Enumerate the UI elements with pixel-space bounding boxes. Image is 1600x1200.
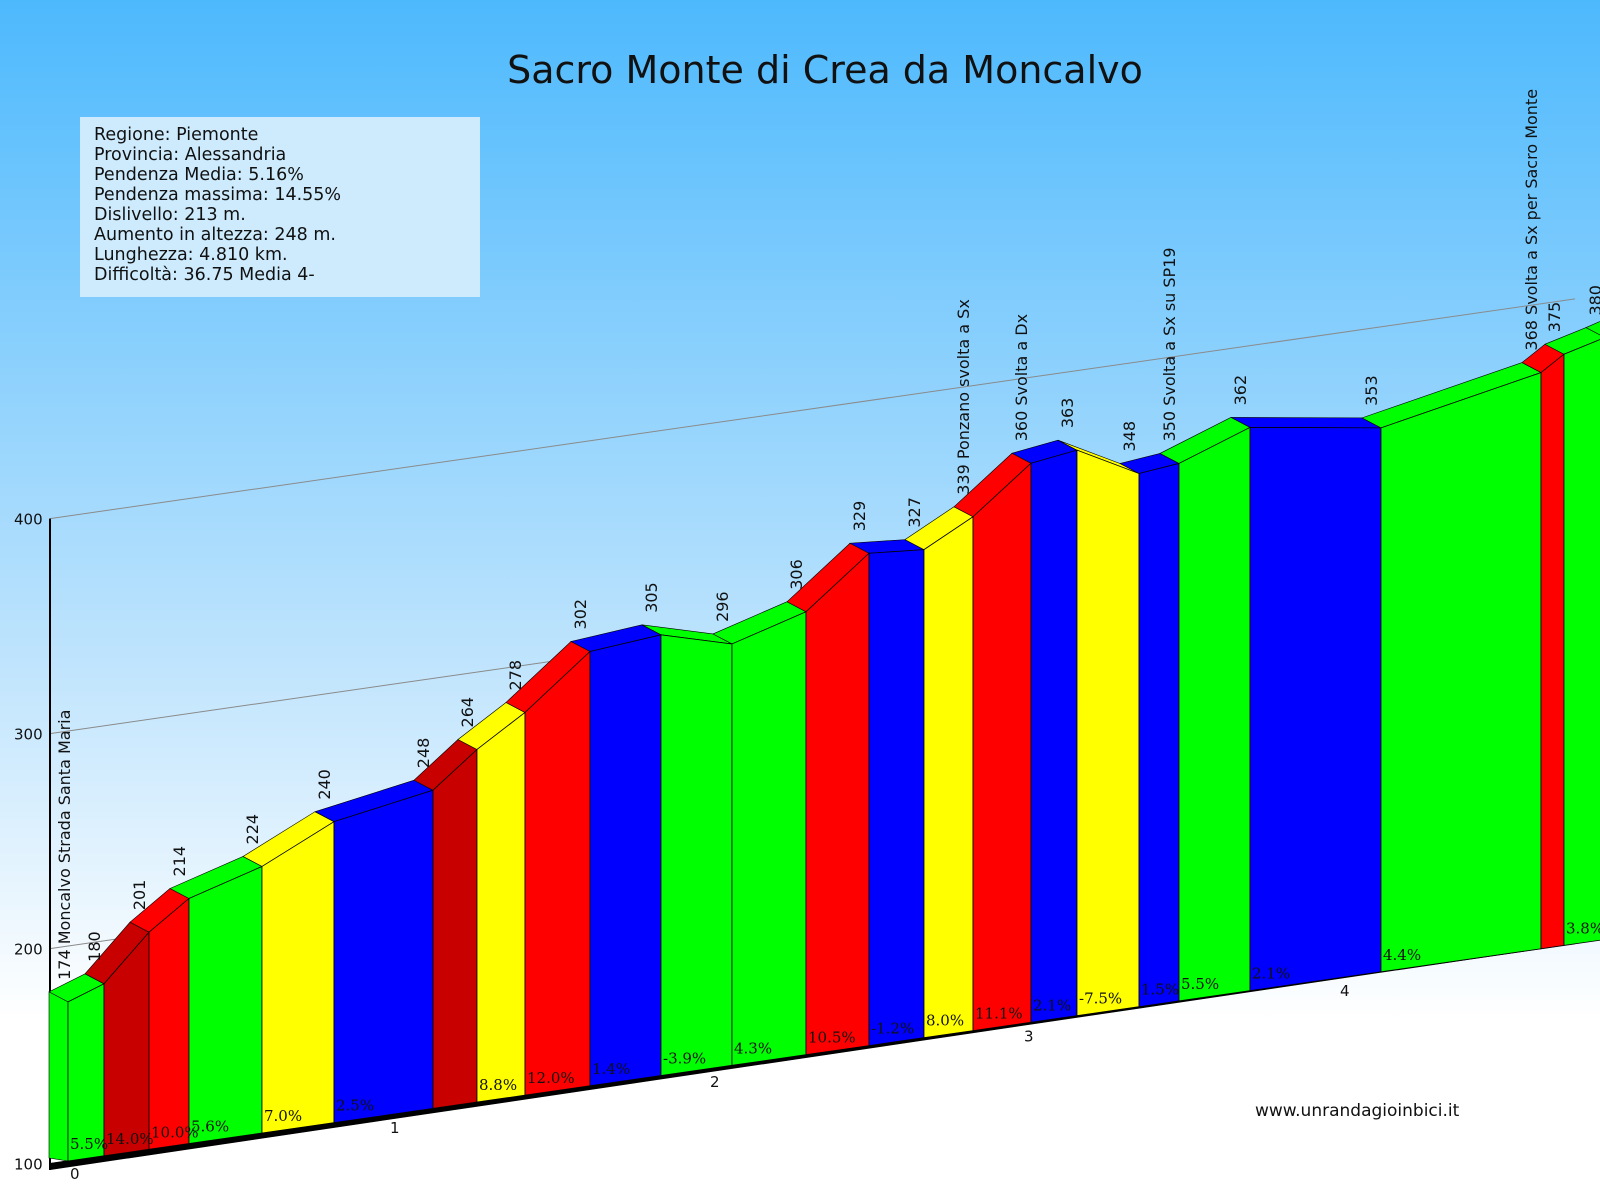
segment-grade-label: 5.5% [70, 1135, 108, 1153]
website-credit: www.unrandagioinbici.it [1255, 1101, 1460, 1121]
point-elevation-label: 305 [642, 582, 661, 613]
segment-front-face [923, 516, 974, 1039]
segment-grade-label: 10.0% [151, 1123, 199, 1141]
segment-grade-label: 2.1% [1033, 996, 1071, 1014]
point-elevation-label: 174 Moncalvo Strada Santa Maria [55, 710, 74, 980]
point-elevation-label: 339 Ponzano svolta a Sx [954, 299, 973, 495]
y-tick-label: 100 [14, 1156, 43, 1174]
point-elevation-label: 296 [713, 591, 732, 622]
segment-grade-label: 5.5% [1181, 975, 1219, 993]
segment-top-face [1230, 417, 1382, 429]
point-elevation-label: 264 [458, 697, 477, 728]
segment-grade-label: 12.0% [527, 1069, 575, 1087]
y-tick-label: 300 [14, 726, 43, 744]
point-elevation-label: 380 [1586, 285, 1600, 316]
segment-front-face [261, 820, 335, 1134]
point-elevation-label: 375 [1545, 302, 1564, 333]
point-elevation-label: 363 [1058, 398, 1077, 429]
segment-front-face [660, 634, 733, 1077]
point-elevation-label: 368 Svolta a Sx per Sacro Monte [1522, 89, 1541, 351]
segment-front-face [1178, 426, 1251, 1002]
point-elevation-label: 278 [506, 660, 525, 691]
segment-front-face [731, 611, 807, 1066]
info-avg-grade: Pendenza Media: 5.16% [94, 165, 304, 185]
segment-front-face [972, 462, 1032, 1032]
point-elevation-label: 248 [414, 738, 433, 769]
point-elevation-label: 362 [1231, 375, 1250, 406]
segment-grade-label: -1.2% [871, 1020, 914, 1038]
point-elevation-label: 306 [787, 559, 806, 590]
y-tick-label: 200 [14, 941, 43, 959]
segment-grade-label: 10.5% [808, 1029, 856, 1047]
segment-front-face [476, 711, 526, 1103]
segment-front-face [805, 552, 870, 1056]
segment-front-face [1030, 449, 1078, 1023]
point-elevation-label: 327 [905, 497, 924, 528]
segment-grade-label: 2.5% [336, 1097, 374, 1115]
segment-front-face [432, 748, 478, 1109]
segment-front-face [1076, 449, 1140, 1017]
point-elevation-label: 201 [130, 880, 149, 911]
segment-grade-label: 4.4% [1383, 946, 1421, 964]
segment-grade-label: 1.5% [1141, 981, 1179, 999]
segment-grade-label: 7.0% [264, 1107, 302, 1125]
segment-front-face [1249, 426, 1382, 992]
x-tick-label: 4 [1340, 982, 1350, 1000]
info-max-grade: Pendenza massima: 14.55% [94, 185, 342, 205]
segment-grade-label: 5.6% [191, 1118, 229, 1136]
point-elevation-label: 350 Svolta a Sx su SP19 [1160, 247, 1179, 441]
segment-front-face [1380, 372, 1542, 973]
info-difficulty: Difficoltà: 36.75 Media 4- [94, 265, 315, 285]
info-region: Regione: Piemonte [94, 125, 259, 145]
point-elevation-label: 329 [850, 501, 869, 532]
segment-grade-label: 11.1% [975, 1005, 1023, 1023]
segment-grade-label: 14.0% [106, 1130, 154, 1148]
info-elevation-difference: Dislivello: 213 m. [94, 205, 246, 225]
point-elevation-label: 240 [315, 769, 334, 800]
segment-grade-label: 8.0% [926, 1012, 964, 1030]
point-elevation-label: 180 [85, 931, 104, 962]
segment-front-face [333, 789, 434, 1124]
x-tick-label: 1 [390, 1119, 400, 1137]
segment-front-face [1138, 462, 1180, 1008]
point-elevation-label: 348 [1120, 421, 1139, 452]
segment-front-face [188, 865, 263, 1145]
point-elevation-label: 360 Svolta a Dx [1012, 314, 1031, 441]
segment-front-face [589, 634, 662, 1087]
gridline [49, 298, 1576, 520]
segment-grade-label: 2.1% [1252, 965, 1290, 983]
segment-front-face [148, 897, 190, 1150]
x-tick-label: 0 [70, 1165, 80, 1183]
segment-grade-label: 3.8% [1566, 919, 1600, 937]
segment-front-face [1540, 353, 1565, 950]
profile-side-face [48, 991, 69, 1162]
segment-grade-label: 8.8% [479, 1076, 517, 1094]
info-length: Lunghezza: 4.810 km. [94, 245, 288, 265]
point-elevation-label: 353 [1362, 375, 1381, 406]
info-elevation-gain: Aumento in altezza: 248 m. [94, 225, 336, 245]
segment-front-face [868, 549, 925, 1047]
point-elevation-label: 214 [170, 846, 189, 877]
segment-front-face [524, 650, 591, 1096]
info-province: Provincia: Alessandria [94, 145, 287, 165]
segment-grade-label: -3.9% [663, 1050, 706, 1068]
segment-top-face [1585, 321, 1600, 336]
segment-front-face [1563, 339, 1600, 946]
point-elevation-label: 302 [571, 599, 590, 630]
segment-grade-label: -7.5% [1079, 990, 1122, 1008]
point-elevation-label: 224 [243, 814, 262, 845]
x-tick-label: 3 [1024, 1028, 1034, 1046]
segment-grade-label: 4.3% [734, 1039, 772, 1057]
climb-info-box: Regione: Piemonte Provincia: Alessandria… [80, 117, 480, 297]
y-tick-label: 400 [14, 511, 43, 529]
x-tick-label: 2 [710, 1073, 720, 1091]
chart-title: Sacro Monte di Crea da Moncalvo [507, 48, 1143, 92]
segment-grade-label: 1.4% [592, 1060, 630, 1078]
